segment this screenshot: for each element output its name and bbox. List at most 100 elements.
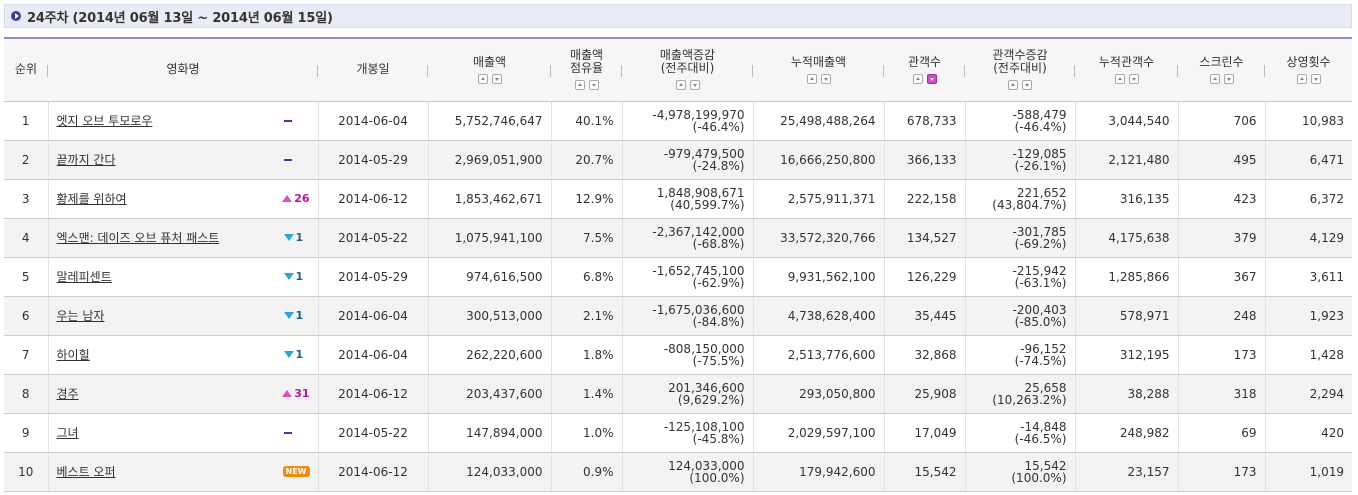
sales-diff-value: -2,367,142,000 [652, 224, 745, 239]
movie-name-wrap: 엑스맨: 데이즈 오브 퓨처 패스트 1 [57, 229, 310, 246]
sales-diff-percent: (-84.8%) [692, 314, 745, 329]
movie-name-wrap: 하이힐 1 [57, 346, 310, 363]
column-header-label: 매출액 [428, 55, 551, 69]
movie-title-link[interactable]: 엑스맨: 데이즈 오브 퓨처 패스트 [56, 231, 220, 245]
sales-diff-value: -125,108,100 [663, 419, 745, 434]
sort-descending-icon[interactable] [689, 80, 700, 91]
sales-cell: 147,894,000 [428, 413, 552, 453]
sort-descending-icon[interactable] [1022, 80, 1032, 91]
sort-ascending-icon[interactable] [574, 80, 585, 91]
sort-descending-icon[interactable] [1128, 73, 1139, 84]
sort-descending-icon[interactable] [926, 73, 937, 84]
audience-diff-cell: -588,479 (-46.4%) [965, 101, 1076, 141]
sort-ascending-icon[interactable] [477, 73, 488, 84]
sales-cell: 974,616,500 [428, 257, 552, 297]
movie-title-link[interactable]: 하이힐 [56, 348, 90, 362]
movie-title-link[interactable]: 황제를 위하여 [56, 192, 127, 206]
shows-cell: 420 [1265, 413, 1352, 453]
movie-title-link[interactable]: 우는 남자 [56, 309, 105, 323]
column-divider [883, 65, 884, 77]
column-header-label-line: 매출액 [569, 48, 604, 63]
column-divider [621, 65, 622, 77]
movie-title-link[interactable]: 말레피센트 [56, 270, 112, 284]
sort-descending-icon[interactable] [820, 73, 831, 84]
audience-diff-cell: -14,848 (-46.5%) [965, 413, 1076, 453]
column-header: 상영횟수 [1265, 37, 1352, 102]
sort-controls [753, 73, 884, 84]
sales-cell: 2,969,051,900 [428, 140, 552, 180]
rank-change: 26 [282, 192, 310, 205]
sales-diff-percent: (-45.8%) [692, 431, 745, 446]
no-change-dash-icon [283, 431, 292, 434]
column-header-label: 매출액 점유율 [551, 49, 622, 75]
sort-ascending-icon[interactable] [806, 73, 817, 84]
column-header-label: 관객수 [884, 55, 965, 69]
movie-title-link[interactable]: 경주 [56, 387, 79, 401]
table-row: 7 하이힐 1 2014-06-04 262,220,600 1.8% -808,150,0… [4, 335, 1352, 375]
rank-down-arrow-icon [283, 273, 294, 280]
screens-cell: 495 [1178, 140, 1266, 180]
column-header: 매출액 [428, 37, 551, 102]
rank-cell: 4 [4, 218, 49, 258]
movie-title-link[interactable]: 그녀 [56, 426, 79, 440]
movie-name-cell: 경주 31 [48, 374, 319, 414]
sort-controls [1075, 73, 1178, 84]
sort-controls [884, 73, 965, 84]
rank-change-value: 26 [294, 192, 310, 205]
sales-share-cell: 1.0% [551, 413, 623, 453]
column-header: 매출액 점유율 [551, 37, 622, 102]
audience-diff-percent: (-85.0%) [1014, 314, 1067, 329]
movie-title-link[interactable]: 끝까지 간다 [56, 153, 116, 167]
sales-diff-cell: -4,978,199,970 (-46.4%) [622, 101, 754, 141]
sales-diff-value: -979,479,500 [663, 146, 745, 161]
sort-ascending-icon[interactable] [912, 73, 923, 84]
sales-diff-percent: (-46.4%) [692, 119, 745, 134]
sort-ascending-icon[interactable] [1008, 80, 1018, 91]
column-header-label-line: 개봉일 [356, 62, 390, 77]
shows-cell: 1,923 [1265, 296, 1352, 336]
shows-cell: 4,129 [1265, 218, 1352, 258]
sort-ascending-icon[interactable] [1296, 73, 1307, 84]
column-header-label-line: 관객수증감 [992, 48, 1048, 63]
audience-diff-percent: (-46.4%) [1014, 119, 1067, 134]
bullet-arrow-icon [11, 11, 21, 21]
column-header-label: 관객수증감 (전주대비) [965, 49, 1075, 75]
cumulative-sales-cell: 2,029,597,100 [753, 413, 885, 453]
sort-ascending-icon[interactable] [1209, 73, 1220, 84]
release-date-cell: 2014-06-04 [318, 335, 429, 375]
rank-change [283, 431, 310, 434]
movie-title-link[interactable]: 베스트 오퍼 [56, 465, 116, 479]
rank-down-arrow-icon [283, 312, 294, 319]
cumulative-sales-cell: 179,942,600 [753, 452, 885, 492]
release-date-cell: 2014-06-12 [318, 374, 429, 414]
rank-change: 31 [282, 387, 310, 400]
sort-descending-icon[interactable] [588, 80, 599, 91]
cumulative-sales-cell: 2,575,911,371 [753, 179, 885, 219]
movie-name-wrap: 우는 남자 1 [57, 307, 310, 324]
new-badge: NEW [282, 466, 310, 477]
sort-ascending-icon[interactable] [1114, 73, 1125, 84]
sales-diff-percent: (-24.8%) [692, 158, 745, 173]
column-header-label-line: 영화명 [166, 62, 200, 77]
sort-descending-icon[interactable] [1310, 73, 1321, 84]
table-row: 1 엣지 오브 투모로우 2014-06-04 5,752,746,647 40.1% -… [4, 101, 1352, 141]
audience-diff-value: -200,403 [1012, 302, 1067, 317]
audience-diff-percent: (-46.5%) [1014, 431, 1067, 446]
column-divider [550, 65, 551, 77]
column-divider [47, 65, 48, 77]
table-row: 3 황제를 위하여 26 2014-06-12 1,853,462,671 12.9% 1,… [4, 179, 1352, 219]
sales-diff-percent: (100.0%) [689, 470, 745, 485]
sort-ascending-icon[interactable] [675, 80, 686, 91]
sort-descending-icon[interactable] [1223, 73, 1234, 84]
rank-change [283, 158, 310, 161]
sales-cell: 5,752,746,647 [428, 101, 552, 141]
page-title: 24주차 (2014년 06월 13일 ~ 2014년 06월 15일) [27, 10, 333, 26]
release-date-cell: 2014-05-22 [318, 413, 429, 453]
movie-title-link[interactable]: 엣지 오브 투모로우 [56, 114, 153, 128]
rank-change-value: 1 [295, 270, 304, 283]
column-header-label-line: 누적관객수 [1098, 54, 1155, 69]
cumulative-audience-cell: 312,195 [1075, 335, 1179, 375]
sales-diff-cell: -1,675,036,600 (-84.8%) [622, 296, 754, 336]
screens-cell: 706 [1178, 101, 1266, 141]
sort-descending-icon[interactable] [491, 73, 502, 84]
